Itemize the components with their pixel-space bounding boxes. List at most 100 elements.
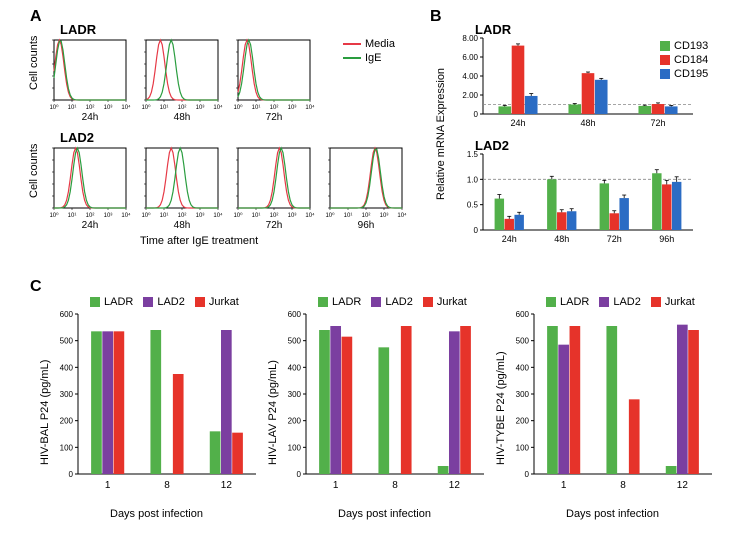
svg-text:10³: 10³: [380, 213, 389, 219]
svg-text:72h: 72h: [650, 118, 665, 128]
svg-text:10²: 10²: [270, 105, 279, 111]
svg-text:10¹: 10¹: [252, 213, 261, 219]
svg-text:48h: 48h: [174, 112, 191, 123]
bar-c-bal: 01002003004005006001812: [48, 310, 266, 505]
svg-text:100: 100: [516, 443, 530, 452]
svg-text:10⁴: 10⁴: [305, 104, 315, 111]
svg-text:24h: 24h: [502, 234, 517, 244]
legend-lad2-box: [143, 297, 153, 307]
legend-jurkat-box: [195, 297, 205, 307]
legend-ladr-box3: [546, 297, 556, 307]
svg-text:0: 0: [69, 470, 74, 479]
svg-text:4.00: 4.00: [462, 72, 478, 81]
legend-cd193-label: CD193: [674, 40, 708, 52]
svg-text:10³: 10³: [196, 213, 205, 219]
svg-text:1.5: 1.5: [467, 150, 479, 159]
svg-text:400: 400: [288, 363, 302, 372]
svg-text:300: 300: [60, 390, 74, 399]
svg-text:48h: 48h: [580, 118, 595, 128]
legend-lad2-box2: [371, 297, 381, 307]
legend-lad2-label: LAD2: [157, 296, 185, 308]
svg-text:10²: 10²: [178, 213, 187, 219]
legend-cd195-label: CD195: [674, 68, 708, 80]
legend-ladr-box2: [318, 297, 328, 307]
svg-text:200: 200: [288, 417, 302, 426]
ylabel-cellcounts-lad2: Cell counts: [28, 144, 40, 198]
panel-c-label: C: [30, 278, 42, 296]
bar-b-lad2: 0 0.5 1.0 1.5 24h 48h 72h 96h: [455, 150, 725, 250]
svg-text:0.5: 0.5: [467, 201, 479, 210]
legend-jurkat-label: Jurkat: [209, 296, 239, 308]
svg-text:10⁰: 10⁰: [141, 104, 151, 111]
svg-text:2.00: 2.00: [462, 91, 478, 100]
svg-text:8: 8: [164, 480, 170, 491]
svg-text:10¹: 10¹: [68, 213, 77, 219]
svg-text:10¹: 10¹: [160, 105, 169, 111]
svg-text:0: 0: [474, 226, 479, 235]
ylabel-cellcounts-ladr: Cell counts: [28, 36, 40, 90]
legend-ladr-box: [90, 297, 100, 307]
panel-b-legend: CD193 CD184 CD195: [660, 40, 708, 80]
svg-text:10²: 10²: [86, 105, 95, 111]
svg-text:300: 300: [288, 390, 302, 399]
legend-cd195: CD195: [660, 68, 708, 80]
legend-ige-label: IgE: [365, 52, 382, 64]
svg-text:500: 500: [288, 337, 302, 346]
svg-text:12: 12: [221, 480, 233, 491]
svg-text:48h: 48h: [174, 220, 191, 231]
legend-ladr-label3: LADR: [560, 296, 589, 308]
svg-text:72h: 72h: [607, 234, 622, 244]
svg-text:12: 12: [677, 480, 689, 491]
panel-a-legend: Media IgE: [343, 38, 395, 64]
legend-jurkat-label2: Jurkat: [437, 296, 467, 308]
svg-text:400: 400: [516, 363, 530, 372]
legend-cd184: CD184: [660, 54, 708, 66]
svg-text:10⁴: 10⁴: [213, 104, 223, 111]
legend-ladr-label: LADR: [104, 296, 133, 308]
svg-text:600: 600: [516, 310, 530, 319]
hist-lad2-row: 02040608010010⁰10¹10²10³10⁴24h10⁰10¹10²1…: [50, 142, 450, 232]
legend-jurkat-box3: [651, 297, 661, 307]
legend-lad2-label3: LAD2: [613, 296, 641, 308]
ylabel-c-1: HIV-LAV P24 (pg/mL): [267, 360, 279, 465]
legend-lad2-box3: [599, 297, 609, 307]
svg-text:24h: 24h: [82, 112, 99, 123]
svg-text:10⁰: 10⁰: [50, 104, 59, 111]
legend-lad2-label2: LAD2: [385, 296, 413, 308]
svg-text:96h: 96h: [358, 220, 375, 231]
panel-b-label: B: [430, 8, 442, 26]
svg-text:10⁴: 10⁴: [213, 212, 223, 219]
legend-cd184-label: CD184: [674, 54, 708, 66]
svg-text:10²: 10²: [270, 213, 279, 219]
xlabel-c-0: Days post infection: [110, 508, 203, 520]
svg-text:72h: 72h: [266, 112, 283, 123]
svg-text:10¹: 10¹: [160, 213, 169, 219]
svg-text:10⁰: 10⁰: [233, 212, 243, 219]
svg-text:0: 0: [297, 470, 302, 479]
panel-c-legend-3: LADR LAD2 Jurkat: [546, 296, 695, 308]
legend-jurkat-label3: Jurkat: [665, 296, 695, 308]
legend-media: Media: [343, 38, 395, 50]
svg-text:10⁴: 10⁴: [121, 104, 131, 111]
svg-text:100: 100: [288, 443, 302, 452]
svg-text:0: 0: [525, 470, 530, 479]
hist-ladr-row: 02040608010010⁰10¹10²10³10⁴24h10⁰10¹10²1…: [50, 34, 350, 124]
legend-jurkat-box2: [423, 297, 433, 307]
svg-text:500: 500: [516, 337, 530, 346]
svg-text:200: 200: [516, 417, 530, 426]
bar-c-lav: 01002003004005006001812: [276, 310, 494, 505]
svg-text:10¹: 10¹: [68, 105, 77, 111]
svg-text:1.0: 1.0: [467, 175, 479, 184]
panel-a-xlabel: Time after IgE treatment: [140, 235, 258, 247]
svg-text:0: 0: [474, 110, 479, 119]
svg-text:6.00: 6.00: [462, 53, 478, 62]
svg-text:8.00: 8.00: [462, 34, 478, 43]
svg-text:96h: 96h: [659, 234, 674, 244]
svg-text:10¹: 10¹: [252, 105, 261, 111]
svg-text:600: 600: [288, 310, 302, 319]
svg-text:10⁰: 10⁰: [50, 212, 59, 219]
panel-c-legend-2: LADR LAD2 Jurkat: [318, 296, 467, 308]
svg-text:48h: 48h: [554, 234, 569, 244]
legend-ladr-label2: LADR: [332, 296, 361, 308]
svg-text:10⁰: 10⁰: [233, 104, 243, 111]
